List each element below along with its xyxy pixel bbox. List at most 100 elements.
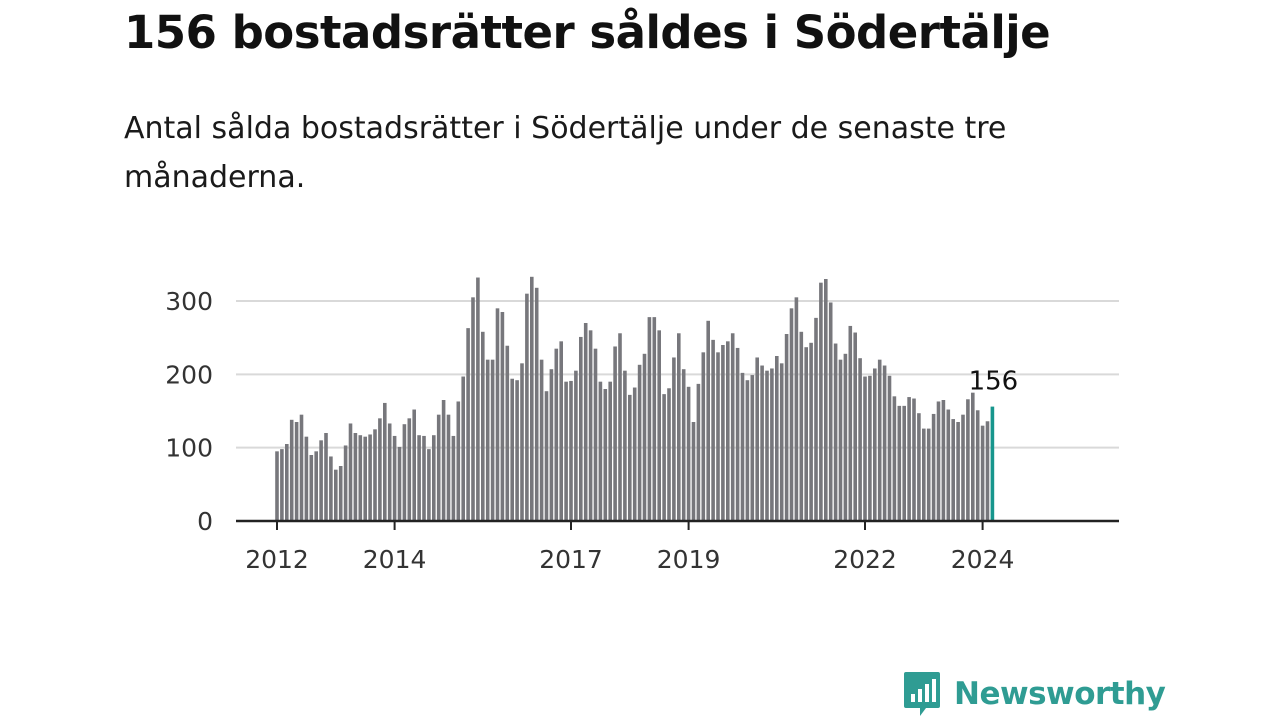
bar <box>799 331 804 521</box>
bar <box>618 333 622 521</box>
bar <box>466 328 470 521</box>
bar <box>941 400 946 521</box>
bar <box>868 375 872 521</box>
newsworthy-logo-icon <box>904 672 940 716</box>
bar <box>334 469 338 521</box>
bar <box>701 352 706 521</box>
bar <box>912 398 916 521</box>
bar <box>833 343 838 521</box>
bar <box>961 414 965 521</box>
bar <box>819 282 823 521</box>
bar <box>490 359 495 521</box>
bar <box>588 330 593 521</box>
bar <box>623 370 627 521</box>
bar <box>461 376 465 521</box>
bar <box>299 414 304 521</box>
bar <box>637 364 642 521</box>
bar <box>691 422 696 521</box>
bar <box>755 357 759 521</box>
bar <box>706 320 710 521</box>
bar <box>363 436 367 521</box>
bar <box>922 428 926 521</box>
bar <box>858 358 862 521</box>
bar <box>407 418 412 521</box>
x-tick-label: 2017 <box>539 545 603 574</box>
bar <box>931 413 936 521</box>
bar <box>730 333 735 521</box>
bar <box>936 401 941 521</box>
bar <box>593 348 598 521</box>
bar <box>917 413 921 521</box>
bar <box>579 336 583 521</box>
bar <box>985 421 990 521</box>
bar <box>642 353 647 521</box>
bar <box>824 279 828 521</box>
bar <box>897 405 902 521</box>
x-tick-label: 2019 <box>657 545 721 574</box>
bar <box>564 381 568 521</box>
bar <box>329 456 333 521</box>
y-tick-label: 0 <box>197 507 213 536</box>
bar <box>373 429 377 521</box>
bar <box>696 383 701 521</box>
bar <box>745 380 750 521</box>
bar <box>436 414 441 521</box>
brand-name: Newsworthy <box>954 676 1166 712</box>
bar <box>882 365 887 521</box>
bar <box>750 375 755 521</box>
bar <box>765 370 769 521</box>
bar <box>681 369 686 521</box>
bar <box>451 435 456 521</box>
bar <box>892 396 897 521</box>
bar <box>358 435 363 521</box>
bar <box>721 345 725 521</box>
bar <box>348 423 353 521</box>
bar <box>280 449 284 521</box>
bar <box>971 392 975 521</box>
bar <box>559 341 563 521</box>
bar <box>843 353 848 521</box>
axis-labels: 0 100 200 300 2012 2014 2017 2019 2022 2024 156 <box>165 287 1018 574</box>
bar <box>574 370 578 521</box>
bar <box>544 391 549 521</box>
bar <box>324 433 328 521</box>
bar <box>779 363 784 521</box>
x-tick-label: 2014 <box>363 545 427 574</box>
x-tick-label: 2022 <box>833 545 897 574</box>
bar <box>432 435 436 521</box>
x-tick-label: 2012 <box>245 545 309 574</box>
bar <box>275 451 279 521</box>
bar <box>877 359 882 521</box>
bar <box>446 414 451 521</box>
bar <box>378 418 382 521</box>
bar <box>427 449 431 521</box>
bar <box>495 308 500 521</box>
bar <box>848 325 853 521</box>
bar <box>525 293 529 521</box>
bar <box>838 359 843 521</box>
bar <box>603 389 608 521</box>
bar <box>534 287 539 521</box>
bar <box>804 347 808 521</box>
bar <box>456 401 461 521</box>
bar <box>569 380 573 521</box>
newsworthy-logo: Newsworthy <box>902 670 1166 718</box>
bar <box>319 440 323 521</box>
bar <box>285 444 289 521</box>
latest-value-label: 156 <box>969 367 1019 397</box>
bar <box>314 451 318 521</box>
bar <box>549 369 554 521</box>
bar <box>343 445 348 521</box>
bar <box>510 378 514 521</box>
bar <box>956 422 960 521</box>
bar <box>481 331 485 521</box>
bar <box>383 402 387 521</box>
bar <box>583 323 588 521</box>
bar <box>304 436 309 521</box>
bar <box>686 386 691 521</box>
bar <box>441 400 446 521</box>
bar <box>353 433 358 521</box>
bar <box>387 423 392 521</box>
bar <box>775 356 779 521</box>
